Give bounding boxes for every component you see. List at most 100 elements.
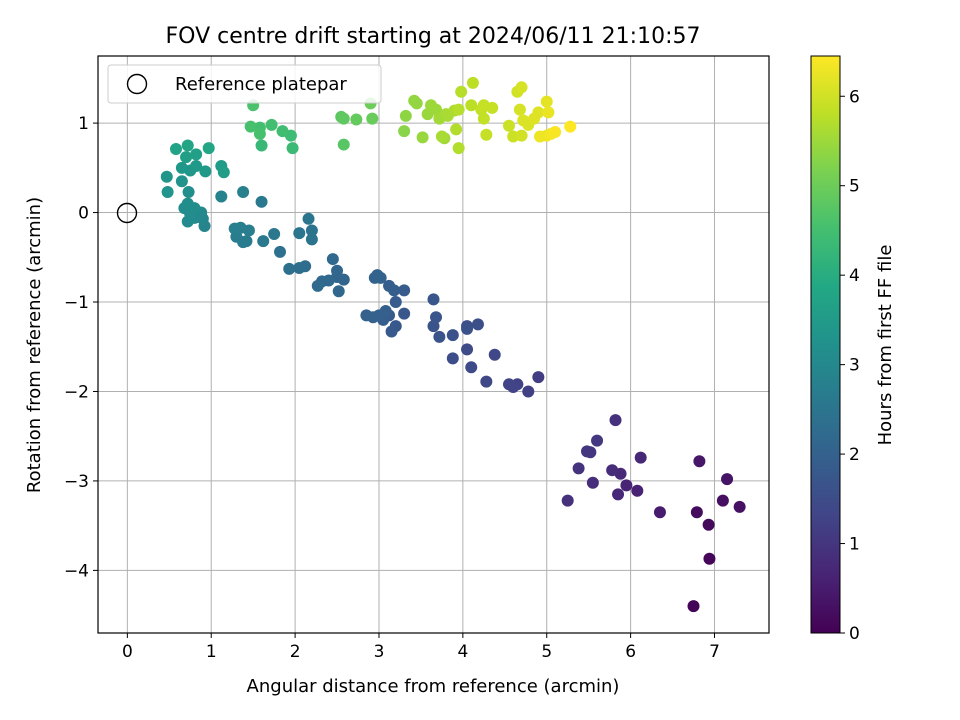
- scatter-point: [237, 185, 250, 198]
- scatter-point: [612, 488, 625, 501]
- scatter-point: [609, 414, 622, 427]
- scatter-point: [302, 212, 315, 225]
- scatter-point: [452, 142, 465, 155]
- scatter-point: [466, 76, 479, 89]
- colorbar-label: Hours from first FF file: [875, 245, 896, 446]
- legend-box: [107, 64, 382, 104]
- scatter-point: [398, 284, 411, 297]
- scatter-point: [480, 128, 493, 141]
- scatter-point: [471, 318, 484, 331]
- scatter-point: [465, 99, 478, 112]
- y-tick-label: −3: [64, 472, 89, 492]
- scatter-point: [435, 130, 448, 143]
- scatter-point: [515, 81, 528, 94]
- x-tick-label: 7: [709, 642, 720, 662]
- scatter-point: [693, 455, 706, 468]
- scatter-point: [331, 264, 344, 277]
- scatter-point: [690, 506, 703, 519]
- reference-point-marker: [116, 202, 138, 224]
- scatter-point: [591, 434, 604, 447]
- scatter-point: [268, 228, 281, 241]
- scatter-point: [257, 235, 270, 248]
- scatter-point: [513, 103, 526, 116]
- scatter-point: [202, 142, 215, 155]
- scatter-point: [430, 311, 443, 324]
- scatter-point: [398, 125, 411, 138]
- scatter-point: [160, 170, 173, 183]
- y-axis-label: Rotation from reference (arcmin): [24, 197, 45, 493]
- scatter-point: [350, 113, 363, 126]
- y-axis-ticks: −4 −3 −2 −1 0 1: [64, 114, 98, 581]
- scatter-point: [293, 262, 306, 275]
- scatter-point: [542, 106, 555, 119]
- scatter-point: [416, 131, 429, 144]
- colorbar-tick-label: 6: [849, 87, 860, 107]
- scatter-point: [175, 175, 188, 188]
- scatter-point: [532, 106, 545, 119]
- colorbar-tick-label: 2: [849, 445, 860, 465]
- scatter-point: [161, 185, 174, 198]
- scatter-point: [488, 348, 501, 361]
- scatter-point: [620, 479, 633, 492]
- scatter-point: [366, 112, 379, 125]
- scatter-point: [515, 129, 528, 142]
- grid-lines: [98, 56, 769, 633]
- scatter-point: [293, 227, 306, 240]
- scatter-point: [408, 94, 421, 107]
- scatter-point: [389, 296, 402, 309]
- scatter-point: [733, 500, 746, 513]
- scatter-point: [653, 506, 666, 519]
- scatter-point: [427, 293, 440, 306]
- scatter-point: [532, 371, 545, 384]
- scatter-point: [631, 484, 644, 497]
- scatter-point: [540, 95, 553, 108]
- x-tick-label: 0: [122, 642, 133, 662]
- scatter-point: [170, 143, 183, 156]
- scatter-point: [522, 385, 535, 398]
- scatter-point: [549, 126, 562, 139]
- scatter-point: [199, 165, 212, 178]
- scatter-point: [180, 151, 193, 164]
- scatter-point: [374, 271, 387, 284]
- scatter-point: [433, 330, 446, 343]
- x-tick-label: 1: [206, 642, 217, 662]
- scatter-point: [446, 329, 459, 342]
- legend: Reference platepar: [107, 64, 382, 104]
- scatter-point: [360, 309, 373, 322]
- x-tick-label: 4: [457, 642, 468, 662]
- scatter-point: [244, 120, 257, 133]
- scatter-points: [160, 76, 746, 613]
- scatter-point: [716, 494, 729, 507]
- scatter-point: [265, 118, 278, 131]
- chart-title: FOV centre drift starting at 2024/06/11 …: [166, 24, 701, 49]
- colorbar-tick-label: 1: [849, 535, 860, 555]
- scatter-point: [188, 202, 201, 215]
- y-tick-label: −1: [64, 293, 89, 313]
- scatter-point: [461, 322, 474, 335]
- scatter-point: [311, 279, 324, 292]
- scatter-point: [455, 85, 468, 98]
- scatter-point: [383, 279, 396, 292]
- scatter-point: [228, 222, 241, 235]
- scatter-point: [452, 103, 465, 116]
- colorbar: [810, 55, 841, 634]
- scatter-point: [477, 112, 490, 125]
- y-tick-label: 1: [78, 114, 89, 134]
- scatter-point: [450, 123, 463, 136]
- scatter-point: [385, 325, 398, 338]
- scatter-point: [276, 125, 289, 138]
- x-tick-label: 3: [374, 642, 385, 662]
- y-tick-label: −2: [64, 382, 89, 402]
- scatter-point: [190, 148, 203, 161]
- scatter-point: [255, 139, 268, 152]
- colorbar-tick-label: 5: [849, 177, 860, 197]
- scatter-point: [564, 120, 577, 133]
- colorbar-tick-label: 4: [849, 266, 860, 286]
- scatter-point: [702, 518, 715, 531]
- scatter-point: [703, 552, 716, 565]
- scatter-point: [305, 233, 318, 246]
- scatter-point: [253, 127, 266, 140]
- scatter-point: [606, 464, 619, 477]
- scatter-point: [687, 600, 700, 613]
